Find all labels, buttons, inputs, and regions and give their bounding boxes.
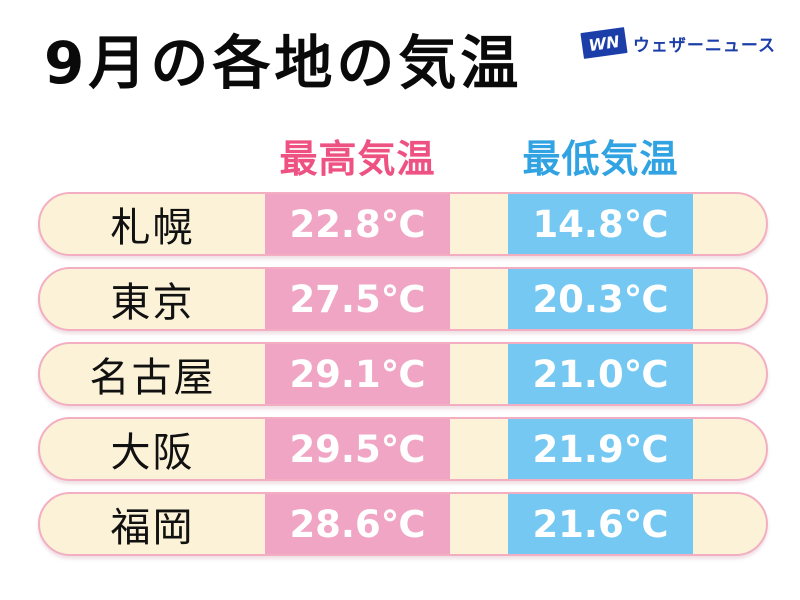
max-temp-value: 29.5℃ xyxy=(265,419,450,479)
row-gap-spacer xyxy=(450,194,508,254)
table-row: 大阪 29.5℃ 21.9℃ xyxy=(38,417,768,481)
max-temp-value: 22.8℃ xyxy=(265,194,450,254)
min-temp-value: 14.8℃ xyxy=(508,194,693,254)
weathernews-wn-icon: WN xyxy=(580,27,628,59)
row-gap-spacer xyxy=(450,344,508,404)
column-headers: 最高気温 最低気温 xyxy=(38,130,768,181)
temperature-table-body: 札幌 22.8℃ 14.8℃ 東京 27.5℃ 20.3℃ 名古屋 29.1℃ … xyxy=(38,192,768,556)
table-row: 福岡 28.6℃ 21.6℃ xyxy=(38,492,768,556)
min-temp-column-header: 最低気温 xyxy=(522,136,679,181)
row-gap-spacer xyxy=(450,269,508,329)
min-temp-value: 21.6℃ xyxy=(508,494,693,554)
city-label: 大阪 xyxy=(110,430,195,476)
city-label: 名古屋 xyxy=(89,355,216,401)
max-temp-value: 29.1℃ xyxy=(265,344,450,404)
city-label: 東京 xyxy=(110,280,195,326)
weathernews-logo-text: ウェザーニュース xyxy=(632,35,776,56)
city-label: 札幌 xyxy=(110,205,195,251)
max-temp-value: 27.5℃ xyxy=(265,269,450,329)
row-gap-spacer xyxy=(450,419,508,479)
temperature-table: 最高気温 最低気温 札幌 22.8℃ 14.8℃ 東京 27.5℃ 20.3℃ … xyxy=(38,130,768,567)
min-temp-value: 21.9℃ xyxy=(508,419,693,479)
page-title: 9月の各地の気温 xyxy=(44,29,523,97)
table-row: 名古屋 29.1℃ 21.0℃ xyxy=(38,342,768,406)
row-gap-spacer xyxy=(450,494,508,554)
min-temp-value: 20.3℃ xyxy=(508,269,693,329)
max-temp-column-header: 最高気温 xyxy=(279,136,436,181)
city-label: 福岡 xyxy=(110,505,195,551)
table-row: 東京 27.5℃ 20.3℃ xyxy=(38,267,768,331)
table-row: 札幌 22.8℃ 14.8℃ xyxy=(38,192,768,256)
min-temp-value: 21.0℃ xyxy=(508,344,693,404)
weathernews-logo: WN ウェザーニュース xyxy=(580,27,776,59)
max-temp-value: 28.6℃ xyxy=(265,494,450,554)
